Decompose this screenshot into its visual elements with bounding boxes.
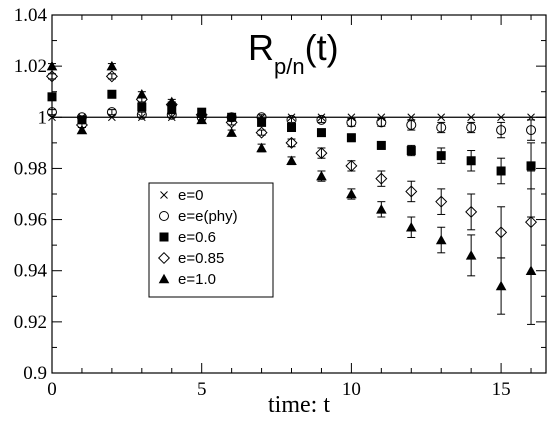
data-point — [376, 140, 386, 150]
data-point — [257, 117, 267, 127]
data-point — [436, 151, 446, 161]
data-point — [346, 188, 357, 199]
legend-marker — [158, 273, 170, 284]
data-point — [495, 226, 508, 239]
data-point — [106, 107, 117, 118]
data-point — [526, 125, 537, 136]
data-point — [466, 156, 476, 166]
data-point — [465, 250, 477, 260]
x-tick-label: 5 — [197, 379, 207, 400]
y-tick-label: 0.96 — [14, 210, 47, 231]
data-point — [346, 133, 356, 143]
data-point — [435, 195, 448, 208]
data-point — [497, 113, 505, 122]
y-tick-label: 1.04 — [14, 5, 48, 26]
y-tick-label: 0.9 — [23, 363, 47, 384]
data-point — [405, 221, 417, 232]
chart-title-subscript: p/n — [274, 54, 305, 79]
data-point — [166, 96, 178, 107]
data-point — [286, 155, 297, 165]
data-point — [226, 127, 237, 137]
data-point — [46, 60, 58, 71]
data-point — [287, 123, 297, 133]
chart-title: Rp/n(t) — [248, 27, 339, 79]
data-point — [435, 234, 447, 245]
data-point — [165, 98, 178, 111]
series-4 — [46, 60, 537, 325]
data-point — [256, 142, 267, 153]
chart-title-suffix: (t) — [305, 27, 339, 68]
data-point — [406, 119, 417, 130]
data-point — [377, 113, 386, 122]
y-tick-label: 0.94 — [14, 261, 48, 282]
data-point — [345, 159, 358, 172]
legend-label: e=0.85 — [178, 250, 224, 267]
legend-label: e=0.6 — [178, 229, 216, 246]
data-point — [316, 114, 327, 125]
data-point — [346, 117, 357, 128]
legend-marker — [157, 251, 171, 265]
x-tick-label: 0 — [47, 379, 57, 400]
data-point — [466, 122, 477, 133]
data-point — [137, 102, 147, 112]
data-point — [47, 92, 57, 102]
data-point — [406, 146, 416, 156]
y-tick-label: 0.92 — [14, 312, 47, 333]
data-point — [107, 89, 117, 99]
data-point — [255, 126, 268, 139]
data-point — [47, 107, 57, 118]
x-axis-title: time: t — [268, 392, 330, 418]
data-point — [465, 205, 478, 218]
data-point — [436, 122, 447, 133]
data-point — [405, 185, 418, 198]
y-tick-label: 0.98 — [14, 158, 47, 179]
data-point — [437, 113, 446, 122]
data-point — [526, 161, 536, 171]
data-point — [76, 124, 88, 135]
data-point — [106, 60, 118, 71]
x-tick-label: 10 — [342, 379, 361, 400]
legend-label: e=1.0 — [178, 271, 216, 288]
data-point — [347, 113, 356, 122]
data-point — [376, 204, 387, 214]
data-point — [376, 117, 387, 128]
x-tick-label: 15 — [492, 379, 511, 400]
legend-marker — [160, 191, 168, 199]
data-point — [495, 280, 507, 291]
data-point — [315, 147, 328, 160]
data-point — [105, 70, 118, 83]
legend-marker — [159, 232, 169, 242]
data-point — [467, 113, 476, 122]
data-point — [496, 166, 506, 176]
legend: e=0 e=e(phy) e=0.6 e=0.85 e=1.0 — [148, 182, 274, 298]
y-tick-label: 1.02 — [14, 56, 47, 77]
legend-label: e=e(phy) — [178, 208, 238, 225]
legend-marker — [159, 211, 169, 221]
data-point — [285, 136, 298, 149]
data-point — [496, 125, 507, 136]
data-point — [525, 265, 537, 275]
data-point — [316, 128, 326, 138]
data-point — [45, 70, 59, 83]
series-3 — [45, 70, 538, 274]
data-point — [196, 114, 207, 125]
chart-title-main: R — [248, 27, 274, 68]
legend-box — [148, 182, 274, 298]
y-tick-label: 1 — [38, 107, 48, 128]
legend-label: e=0 — [178, 187, 203, 204]
data-point — [316, 170, 327, 181]
data-point — [136, 88, 148, 99]
data-point — [375, 172, 388, 185]
